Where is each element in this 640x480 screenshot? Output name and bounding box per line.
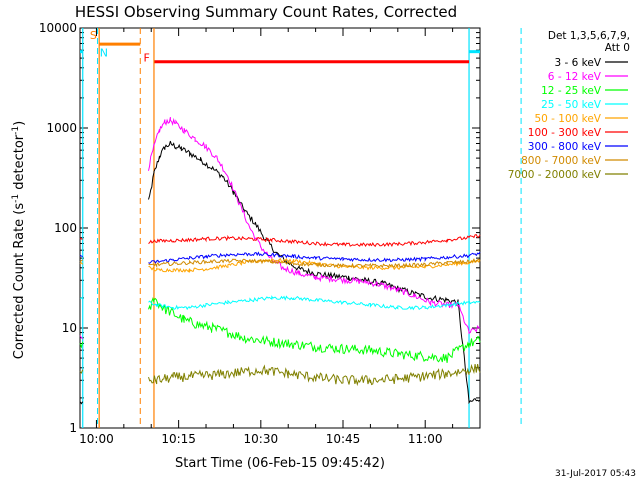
y-tick-label: 1000 bbox=[46, 121, 77, 135]
x-tick-label: 10:30 bbox=[244, 432, 279, 446]
series-line-0 bbox=[79, 140, 481, 405]
x-tick-label: 11:00 bbox=[408, 432, 443, 446]
series-line-5 bbox=[79, 234, 481, 248]
legend-entry-label: 300 - 800 keV bbox=[528, 141, 602, 153]
legend-entry-label: 7000 - 20000 keV bbox=[508, 169, 602, 181]
series-line-6 bbox=[79, 251, 481, 264]
series-line-8 bbox=[79, 363, 481, 387]
legend-header: Det 1,3,5,6,7,9, bbox=[548, 30, 630, 42]
svg-text:Corrected Count Rate (s-1 dete: Corrected Count Rate (s-1 detector-1) bbox=[11, 121, 27, 359]
legend-entry-label: 12 - 25 keV bbox=[541, 85, 602, 97]
x-tick-label: 10:15 bbox=[161, 432, 196, 446]
y-axis-label: Corrected Count Rate (s-1 detector-1) bbox=[11, 121, 27, 359]
y-tick-label: 10000 bbox=[39, 21, 77, 35]
series-line-2 bbox=[79, 296, 481, 363]
x-tick-label: 10:45 bbox=[326, 432, 361, 446]
annotation-f: F bbox=[144, 52, 150, 65]
legend-entry-label: 6 - 12 keV bbox=[548, 71, 602, 83]
y-tick-label: 10 bbox=[62, 321, 77, 335]
x-axis-label: Start Time (06-Feb-15 09:45:42) bbox=[175, 456, 385, 471]
annotation-n: N bbox=[100, 46, 108, 59]
series-line-1 bbox=[79, 117, 481, 340]
legend-entry-label: 100 - 300 keV bbox=[528, 127, 602, 139]
series-line-7 bbox=[79, 258, 481, 269]
legend-entry-label: 25 - 50 keV bbox=[541, 99, 602, 111]
annotation-s: S bbox=[90, 29, 97, 42]
legend-header-attenuator: Att 0 bbox=[605, 42, 630, 54]
series-line-3 bbox=[79, 295, 481, 311]
date-stamp: 31-Jul-2017 05:43 bbox=[555, 469, 636, 479]
legend-entry-label: 50 - 100 keV bbox=[534, 113, 601, 125]
legend-entry-label: 800 - 7000 keV bbox=[521, 155, 602, 167]
y-tick-label: 100 bbox=[54, 221, 77, 235]
series-line-4 bbox=[79, 257, 481, 274]
legend: Det 1,3,5,6,7,9,Att 0 3 - 6 keV 6 - 12 keV… bbox=[508, 30, 630, 181]
chart-title: HESSI Observing Summary Count Rates, Cor… bbox=[75, 3, 457, 21]
x-tick-label: 10:00 bbox=[79, 432, 114, 446]
legend-entry-label: 3 - 6 keV bbox=[554, 57, 601, 69]
plot-area: 10:00 10:15 10:30 10:45 11:00 1 10 100 1000 10000… bbox=[39, 21, 522, 446]
y-tick-label: 1 bbox=[69, 421, 77, 435]
